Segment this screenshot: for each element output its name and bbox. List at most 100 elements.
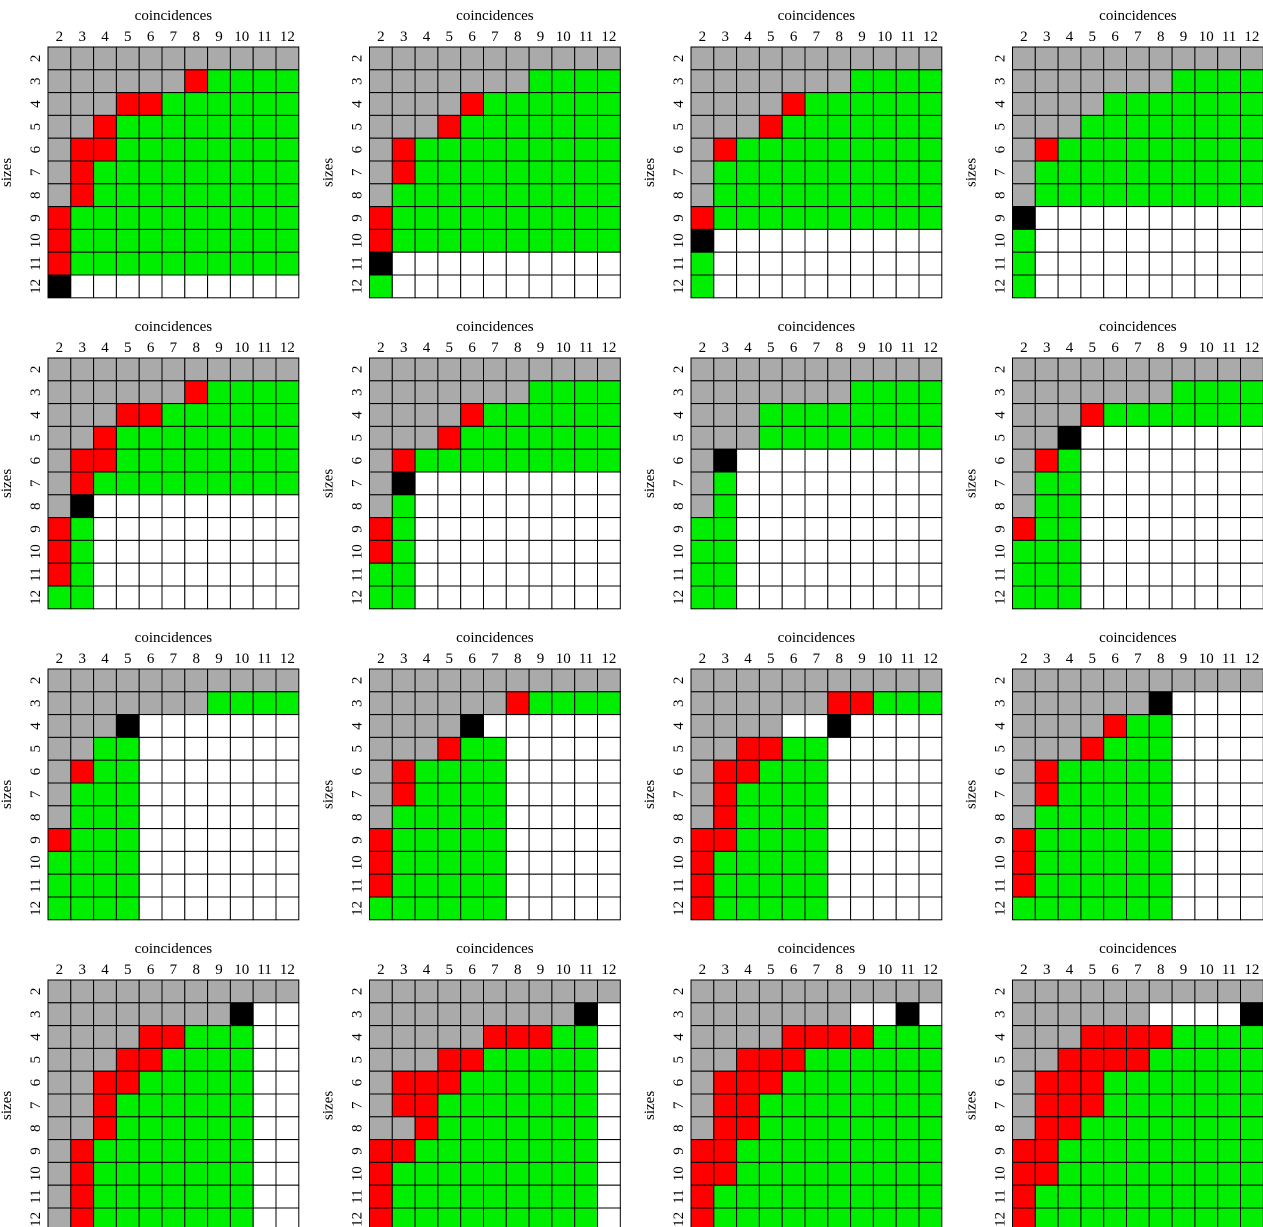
cell-gray: [369, 183, 393, 208]
cell-green: [1240, 1207, 1263, 1227]
cell-white: [1240, 691, 1263, 716]
cell-green: [1126, 759, 1150, 784]
cell-gray: [1126, 691, 1150, 716]
cell-gray: [758, 668, 783, 693]
cell-white: [1194, 251, 1219, 276]
cell-green: [1126, 1093, 1150, 1118]
x-tick-label: 12: [601, 962, 616, 978]
cell-green: [184, 1116, 209, 1141]
cell-gray: [528, 46, 553, 71]
cell-white: [918, 828, 943, 852]
cell-gray: [1171, 668, 1196, 693]
cell-gray: [483, 1002, 507, 1027]
cell-red: [391, 160, 416, 185]
cell-green: [93, 736, 117, 761]
cell-white: [597, 896, 621, 921]
cell-green: [1240, 1025, 1263, 1049]
cell-gray: [690, 403, 715, 427]
x-axis-title: coincidences: [135, 319, 213, 335]
cell-gray: [70, 357, 95, 382]
cell-green: [229, 1139, 254, 1163]
cell-white: [597, 714, 621, 738]
cell-green: [1034, 517, 1059, 541]
cell-red: [369, 206, 393, 230]
x-tick-label: 4: [1066, 340, 1074, 356]
cell-green: [115, 228, 140, 253]
y-tick-label: 4: [671, 100, 687, 108]
x-tick-label: 11: [579, 962, 593, 978]
cell-gray: [252, 979, 277, 1004]
cell-green: [781, 1161, 806, 1186]
x-tick-label: 2: [377, 651, 385, 667]
cell-green: [161, 1139, 186, 1163]
cell-red: [391, 782, 416, 807]
cell-gray: [70, 69, 95, 94]
cell-gray: [850, 357, 874, 382]
cell-green: [1171, 1047, 1196, 1072]
cell-green: [414, 873, 439, 898]
y-tick-label: 11: [350, 256, 366, 270]
cell-gray: [460, 1002, 485, 1027]
cell-green: [184, 228, 209, 253]
cell-gray: [1148, 668, 1173, 693]
cell-green: [528, 1070, 553, 1095]
y-tick-label: 8: [350, 1124, 366, 1132]
cell-white: [1103, 206, 1127, 230]
cell-gray: [115, 1002, 140, 1027]
cell-green: [414, 782, 439, 807]
cell-gray: [460, 357, 485, 382]
cell-white: [597, 274, 621, 299]
y-tick-label: 10: [671, 233, 687, 248]
cell-green: [184, 206, 209, 230]
cell-green: [483, 160, 507, 185]
cell-white: [414, 562, 439, 587]
cell-white: [161, 585, 186, 610]
cell-red: [1126, 1047, 1150, 1072]
cell-white: [483, 714, 507, 738]
cell-gray: [414, 668, 439, 693]
cell-white: [551, 539, 576, 564]
cell-gray: [690, 979, 715, 1004]
cell-white: [758, 517, 783, 541]
cell-gray: [138, 357, 163, 382]
cell-white: [1148, 471, 1173, 496]
x-tick-label: 4: [744, 340, 752, 356]
cell-green: [93, 873, 117, 898]
y-tick-label: 9: [671, 836, 687, 844]
x-tick-label: 10: [556, 340, 571, 356]
cell-green: [483, 1116, 507, 1141]
cell-gray: [872, 357, 897, 382]
y-tick-label: 5: [28, 123, 44, 131]
x-tick-label: 8: [514, 340, 522, 356]
x-tick-label: 7: [1134, 651, 1142, 667]
cell-gray: [93, 403, 117, 427]
cell-gray: [1217, 46, 1241, 71]
x-tick-label: 7: [813, 651, 821, 667]
x-tick-label: 12: [1244, 962, 1259, 978]
cell-white: [895, 850, 920, 875]
cell-green: [437, 160, 462, 185]
cell-green: [483, 183, 507, 208]
cell-green: [1103, 1161, 1127, 1186]
cell-gray: [1126, 46, 1150, 71]
y-tick-label: 3: [671, 1010, 687, 1018]
cell-green: [1217, 160, 1241, 185]
cell-red: [1057, 1047, 1082, 1072]
cell-red: [70, 1161, 95, 1186]
cell-gray: [781, 979, 806, 1004]
x-tick-label: 6: [147, 29, 155, 45]
cell-gray: [1080, 668, 1105, 693]
cell-red: [781, 1047, 806, 1072]
cell-green: [207, 691, 231, 716]
cell-green: [1194, 1025, 1219, 1049]
cell-gray: [690, 668, 715, 693]
cell-gray: [758, 69, 783, 94]
cell-green: [229, 403, 254, 427]
y-tick-label: 3: [993, 77, 1009, 85]
cell-gray: [115, 46, 140, 71]
cell-gray: [850, 979, 874, 1004]
cell-green: [1240, 137, 1263, 162]
cell-green: [414, 828, 439, 852]
cell-red: [781, 92, 806, 116]
